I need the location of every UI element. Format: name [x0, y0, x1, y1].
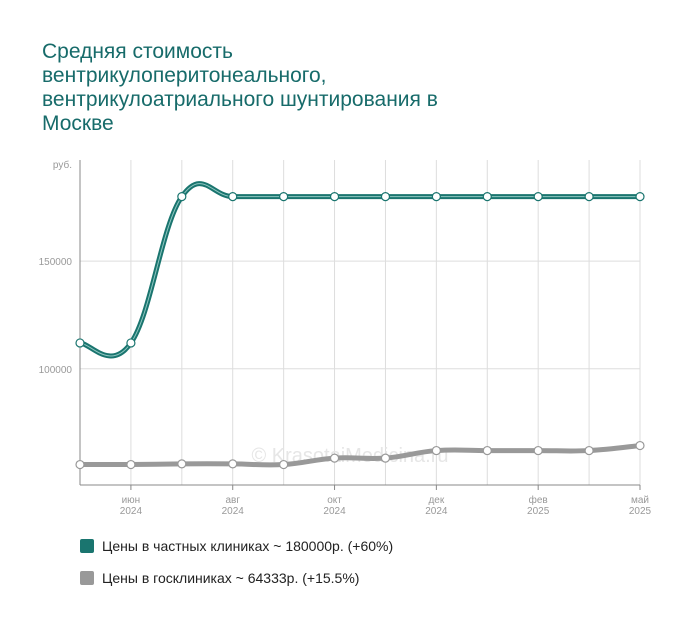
x-tick-label-year: 2024 [323, 506, 346, 517]
legend-item-private[interactable]: Цены в частных клиниках ~ 180000р. (+60%… [80, 536, 393, 556]
data-point-1 [482, 445, 492, 456]
data-point-1 [177, 459, 187, 469]
data-point-1 [329, 453, 340, 463]
series-line-0 [77, 181, 643, 359]
data-point-0 [380, 191, 391, 202]
x-tick-label-month: фев [529, 494, 548, 506]
data-point-1 [279, 459, 289, 470]
x-tick-label-month: дек [428, 495, 444, 506]
y-tick-label: 150000 [39, 257, 73, 268]
data-point-0 [482, 191, 492, 202]
data-point-0 [584, 191, 594, 202]
legend-label-private: Цены в частных клиниках ~ 180000р. (+60%… [102, 538, 394, 554]
data-point-1 [635, 440, 645, 451]
x-tick-label-year: 2025 [527, 506, 550, 517]
x-tick-label-year: 2025 [629, 506, 652, 517]
data-point-0 [228, 191, 238, 202]
legend-swatch-public [80, 571, 94, 585]
y-axis-unit-label: руб. [53, 159, 72, 171]
y-tick-label: 100000 [39, 365, 73, 376]
data-point-1 [75, 459, 85, 470]
data-point-1 [431, 445, 441, 456]
series-line-1 [77, 443, 643, 468]
legend-swatch-private [80, 539, 94, 553]
x-tick-label-month: окт [327, 495, 342, 506]
x-tick-label-month: май [631, 495, 649, 506]
title-line-4: Москве [42, 112, 114, 135]
legend: Цены в частных клиниках ~ 180000р. (+60%… [80, 536, 393, 556]
data-point-0 [329, 191, 340, 202]
legend-item-public[interactable]: Цены в госклиниках ~ 64333р. (+15.5%) [80, 568, 359, 588]
legend-label-public: Цены в госклиниках ~ 64333р. (+15.5%) [102, 570, 360, 586]
x-tick-label-year: 2024 [222, 506, 245, 517]
x-tick-label-month: июн [122, 495, 141, 506]
x-tick-label-year: 2024 [425, 506, 448, 517]
data-point-1 [126, 459, 136, 470]
x-tick-label-month: авг [225, 495, 240, 506]
title-line-1: Средняя стоимость [42, 40, 233, 63]
title-line-2: вентрикулоперитонеального, [42, 64, 327, 87]
data-point-0 [177, 191, 187, 202]
chart-title: Средняя стоимость вентрикулоперитонеальн… [42, 40, 642, 136]
data-point-0 [635, 191, 645, 202]
data-point-0 [75, 338, 85, 348]
data-point-0 [533, 191, 543, 202]
data-point-0 [431, 191, 441, 202]
data-point-1 [533, 445, 543, 456]
x-tick-label-year: 2024 [120, 506, 143, 517]
series-line-highlight [79, 183, 640, 357]
data-point-1 [584, 445, 594, 456]
data-point-1 [228, 459, 238, 469]
title-line-3: вентрикулоатриального шунтирования в [42, 88, 438, 111]
data-point-0 [126, 338, 136, 348]
data-point-0 [279, 191, 289, 202]
data-point-1 [380, 453, 391, 463]
legend-2: Цены в госклиниках ~ 64333р. (+15.5%) [80, 568, 359, 588]
